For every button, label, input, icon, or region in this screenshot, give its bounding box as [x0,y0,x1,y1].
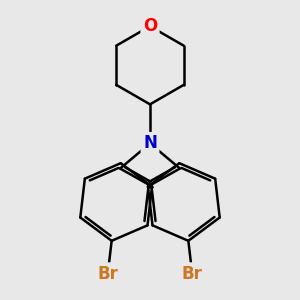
Text: O: O [143,17,157,35]
Text: Br: Br [182,265,202,283]
Text: N: N [143,134,157,152]
Text: Br: Br [98,265,118,283]
